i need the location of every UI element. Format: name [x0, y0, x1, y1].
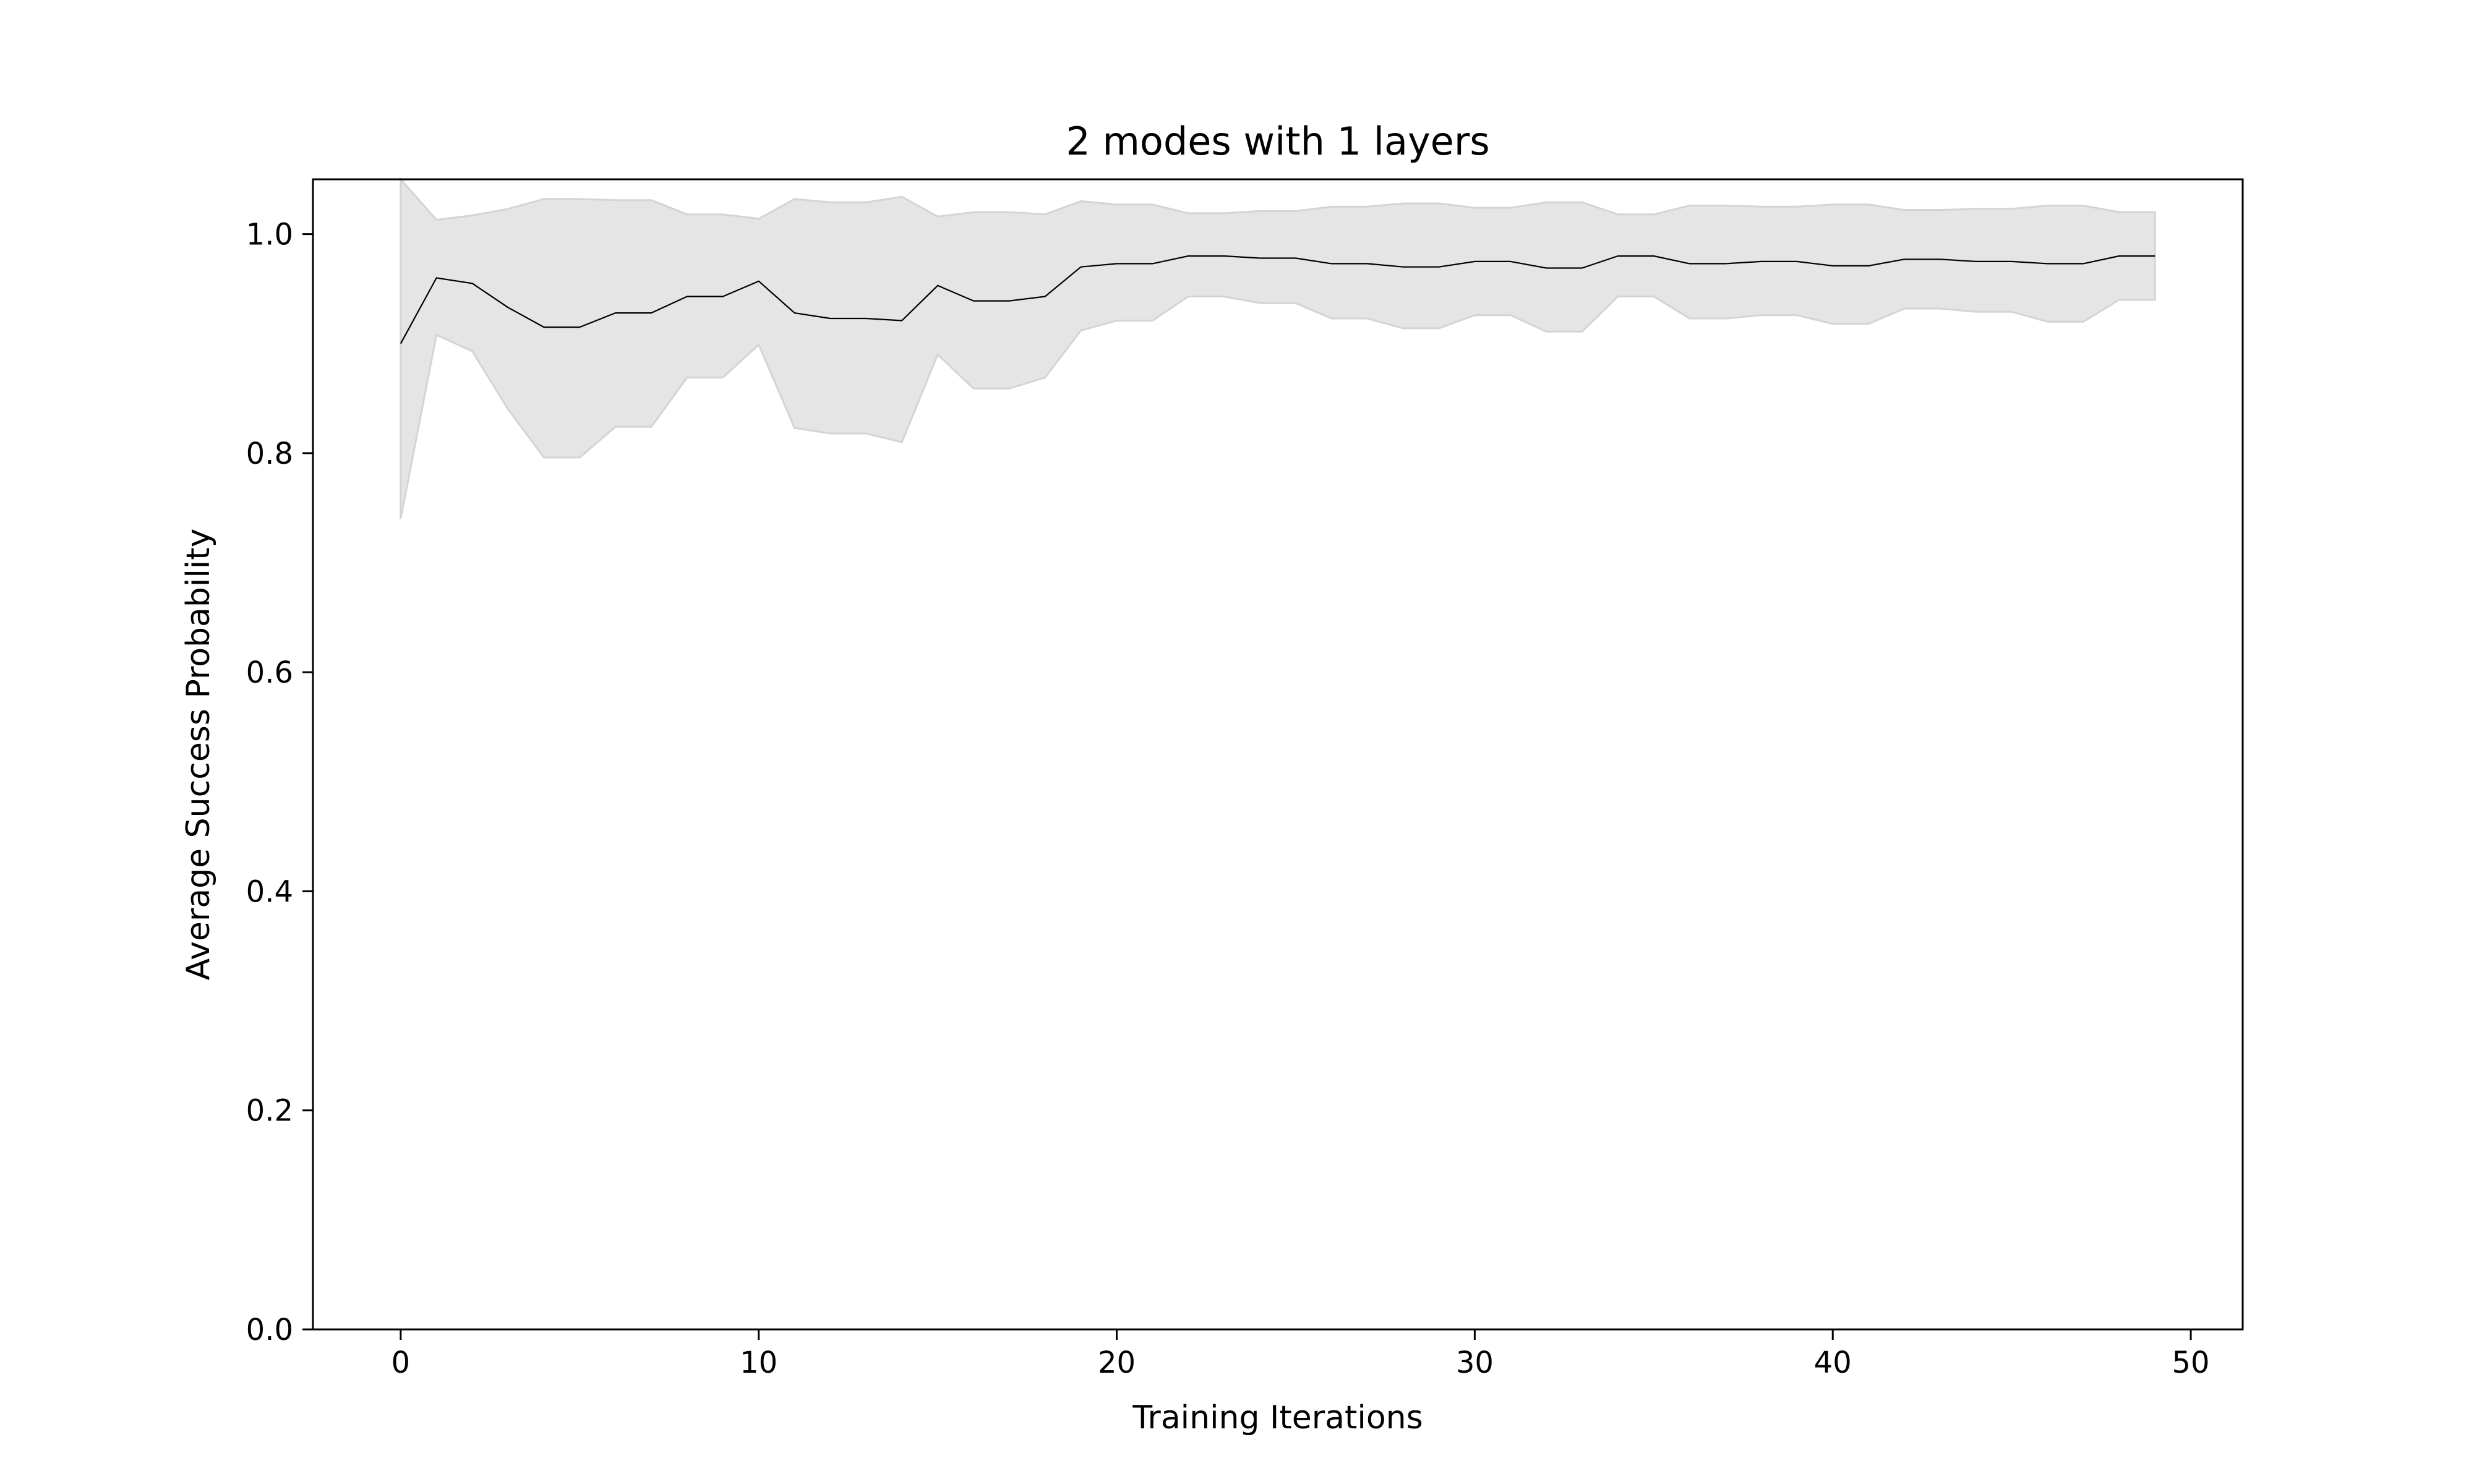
confidence-band-layer	[400, 177, 2156, 519]
y-tick-label: 0.8	[246, 437, 293, 471]
x-tick-label: 30	[1456, 1345, 1494, 1380]
mean-line-layer	[400, 255, 2155, 344]
x-axis-title: Training Iterations	[1132, 1399, 1423, 1436]
x-tick-label: 20	[1098, 1345, 1136, 1380]
x-tick-label: 40	[1814, 1345, 1852, 1380]
x-tick-label: 50	[2172, 1345, 2210, 1380]
x-tick-label: 0	[392, 1345, 411, 1380]
mean-line	[400, 255, 2155, 344]
plot-frame	[312, 178, 2244, 1331]
confidence-band	[400, 177, 2156, 519]
y-tick-label: 0.2	[246, 1094, 293, 1128]
y-tick-label: 1.0	[246, 218, 293, 252]
y-axis-title: Average Success Probability	[180, 529, 217, 981]
y-axis-ticks: 0.0 0.2 0.4 0.6 0.8 1.0	[246, 218, 313, 1347]
y-tick-label: 0.6	[246, 655, 293, 690]
y-tick-label: 0.0	[246, 1313, 293, 1347]
y-tick-label: 0.4	[246, 874, 293, 909]
x-axis-ticks: 0 10 20 30 40 50	[392, 1329, 2210, 1380]
chart-title: 2 modes with 1 layers	[1066, 119, 1489, 164]
x-tick-label: 10	[740, 1345, 777, 1380]
